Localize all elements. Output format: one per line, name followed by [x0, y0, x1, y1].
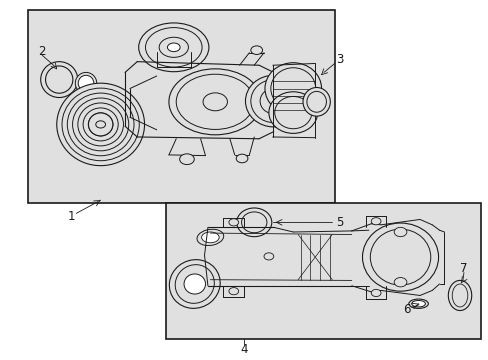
Ellipse shape: [250, 80, 296, 123]
Ellipse shape: [306, 91, 326, 112]
Circle shape: [370, 218, 380, 225]
Ellipse shape: [264, 63, 321, 114]
Circle shape: [228, 288, 238, 295]
Ellipse shape: [175, 265, 214, 303]
Ellipse shape: [369, 229, 430, 285]
Circle shape: [264, 253, 273, 260]
Ellipse shape: [245, 75, 302, 127]
Ellipse shape: [201, 232, 219, 243]
Ellipse shape: [451, 284, 467, 307]
Text: 6: 6: [402, 303, 410, 316]
Bar: [166, 203, 480, 338]
Ellipse shape: [75, 72, 97, 94]
Ellipse shape: [169, 260, 220, 309]
Ellipse shape: [183, 274, 205, 294]
Text: 7: 7: [459, 262, 467, 275]
Circle shape: [96, 121, 105, 128]
Text: 5: 5: [335, 216, 343, 229]
Circle shape: [228, 219, 238, 226]
Ellipse shape: [268, 92, 317, 134]
Text: 1: 1: [67, 210, 75, 223]
Ellipse shape: [408, 299, 427, 309]
Bar: [27, 10, 334, 203]
Circle shape: [179, 154, 194, 165]
Ellipse shape: [303, 87, 330, 116]
Ellipse shape: [167, 43, 180, 51]
Ellipse shape: [176, 74, 254, 130]
Text: 3: 3: [335, 53, 343, 66]
Ellipse shape: [88, 113, 113, 136]
Ellipse shape: [168, 69, 261, 135]
Ellipse shape: [270, 68, 315, 109]
Ellipse shape: [241, 212, 266, 233]
Circle shape: [236, 154, 247, 163]
Text: 4: 4: [240, 343, 248, 356]
Ellipse shape: [57, 83, 144, 166]
Ellipse shape: [236, 208, 271, 237]
Ellipse shape: [45, 66, 73, 93]
Ellipse shape: [197, 229, 223, 246]
Ellipse shape: [260, 89, 287, 114]
Circle shape: [370, 289, 380, 297]
Ellipse shape: [274, 96, 311, 129]
Circle shape: [250, 46, 262, 54]
Ellipse shape: [411, 301, 425, 307]
Ellipse shape: [362, 223, 438, 291]
Circle shape: [203, 93, 227, 111]
Ellipse shape: [447, 280, 471, 311]
Text: 2: 2: [39, 45, 46, 58]
Circle shape: [393, 278, 406, 287]
Ellipse shape: [139, 23, 208, 72]
Circle shape: [393, 227, 406, 237]
Ellipse shape: [145, 28, 202, 67]
Ellipse shape: [78, 75, 94, 91]
Ellipse shape: [41, 62, 78, 98]
Ellipse shape: [159, 37, 188, 57]
